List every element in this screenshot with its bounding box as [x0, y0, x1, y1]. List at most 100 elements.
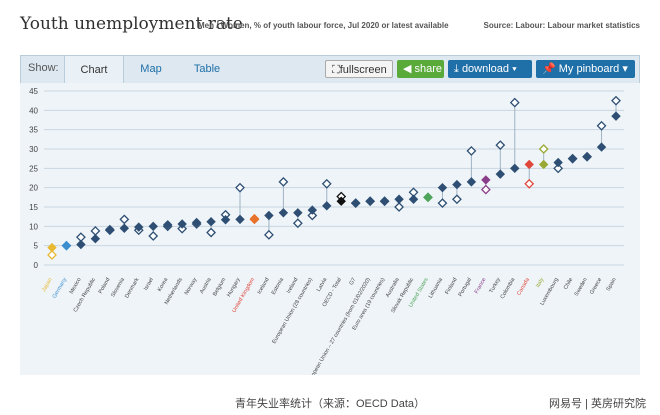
tab-table[interactable]: Table [193, 63, 221, 75]
x-tick-label: Finland [444, 277, 458, 296]
men-marker [134, 222, 144, 232]
men-marker [350, 198, 361, 208]
x-tick-label: Spain [605, 277, 617, 292]
x-tick-label: G7 [349, 277, 358, 286]
men-marker [105, 224, 115, 235]
men-marker [235, 214, 245, 225]
image-caption: 青年失业率统计（来源：OECD Data） [234, 398, 426, 410]
men-marker [336, 196, 346, 206]
fullscreen-button[interactable]: ⛶fullscreen [325, 60, 393, 78]
women-marker [47, 250, 57, 260]
men-marker [76, 239, 86, 250]
women-marker [480, 184, 491, 195]
x-tick-label: Iceland [257, 277, 271, 295]
x-tick-label: Ireland [286, 277, 300, 295]
women-marker [437, 198, 448, 209]
men-marker [466, 177, 477, 187]
men-marker [524, 159, 534, 170]
women-marker [509, 97, 520, 108]
women-marker [90, 226, 101, 236]
tab-map[interactable]: Map [140, 63, 162, 75]
women-marker [292, 218, 303, 229]
y-tick-label: 5 [34, 242, 39, 251]
pin-icon: 📌 [542, 63, 556, 75]
x-tick-label: Chile [563, 277, 574, 291]
men-marker [47, 242, 57, 253]
show-label: Show: [28, 62, 59, 74]
y-tick-label: 15 [29, 203, 38, 212]
fullscreen-label: fullscreen [339, 64, 387, 76]
men-marker [423, 192, 433, 203]
share-button[interactable]: ◀ share [397, 60, 444, 78]
x-tick-label: Norway [184, 277, 199, 296]
men-marker [567, 153, 578, 164]
x-tick-label: Estonia [271, 276, 286, 296]
men-marker [162, 220, 173, 230]
men-marker [220, 215, 231, 225]
toolbar: Show: Chart Map Table ⛶fullscreen ◀ shar… [20, 55, 640, 83]
men-marker [510, 163, 520, 174]
men-marker [206, 216, 216, 227]
y-tick-label: 35 [29, 126, 38, 135]
fullscreen-icon: ⛶ [332, 64, 340, 76]
men-marker [322, 201, 332, 211]
x-tick-label: Colombia [500, 276, 517, 300]
men-marker [264, 210, 274, 221]
x-tick-label: Greece [589, 277, 603, 296]
women-marker [553, 163, 564, 174]
men-marker [394, 194, 404, 204]
women-marker [611, 95, 621, 106]
men-marker [177, 219, 187, 229]
men-marker [307, 205, 318, 215]
y-tick-label: 40 [29, 106, 38, 115]
y-tick-label: 0 [34, 261, 39, 270]
men-marker [365, 196, 375, 206]
download-button[interactable]: ⤓ download ▾ [448, 60, 532, 78]
x-tick-label: Hungary [226, 277, 242, 298]
x-tick-label: Canada [516, 276, 531, 297]
y-tick-label: 10 [29, 222, 38, 231]
x-tick-label: France [474, 277, 488, 295]
watermark: 网易号 | 英房研究院 [549, 398, 646, 410]
women-marker [466, 146, 477, 156]
men-marker [119, 223, 130, 233]
men-marker [148, 221, 158, 232]
x-tick-label: European Union – 27 countries (from 01/0… [306, 277, 372, 375]
plot-area: 0 5 10 15 20 25 30 35 40 45 Japan Germany Mexico Czec… [20, 83, 640, 375]
men-marker [249, 213, 260, 224]
women-marker [596, 120, 607, 131]
men-marker [191, 217, 202, 228]
share-icon: ◀ [403, 63, 412, 75]
women-marker [307, 210, 318, 221]
women-marker [524, 178, 535, 189]
share-label: share [414, 63, 443, 75]
men-marker [582, 152, 592, 162]
download-label: download ▾ [461, 63, 517, 75]
women-marker [321, 178, 332, 189]
men-marker [437, 182, 448, 193]
x-tick-label: Mexico [69, 277, 83, 295]
men-marker [611, 111, 621, 121]
download-icon: ⤓ [454, 63, 459, 75]
men-marker [278, 208, 289, 218]
pinboard-button[interactable]: 📌 My pinboard ▾ [536, 60, 635, 78]
women-marker [264, 229, 274, 240]
women-marker [148, 231, 159, 241]
women-marker [538, 144, 549, 154]
x-tick-label: Japan [41, 277, 54, 293]
women-marker [278, 176, 289, 187]
men-marker [452, 179, 462, 190]
x-tick-label: Italy [535, 277, 545, 289]
women-marker [452, 194, 462, 205]
men-marker [538, 159, 549, 170]
x-tick-label: Turkey [489, 277, 503, 295]
women-marker [206, 227, 216, 238]
women-marker [394, 202, 404, 212]
x-tick-label: Denmark [124, 277, 140, 300]
women-marker [119, 214, 130, 225]
x-tick-label: Austria [199, 276, 213, 295]
x-tick-label: Sweden [574, 277, 589, 297]
tab-chart[interactable]: Chart [64, 55, 124, 83]
x-tick-label: Israel [143, 277, 155, 292]
